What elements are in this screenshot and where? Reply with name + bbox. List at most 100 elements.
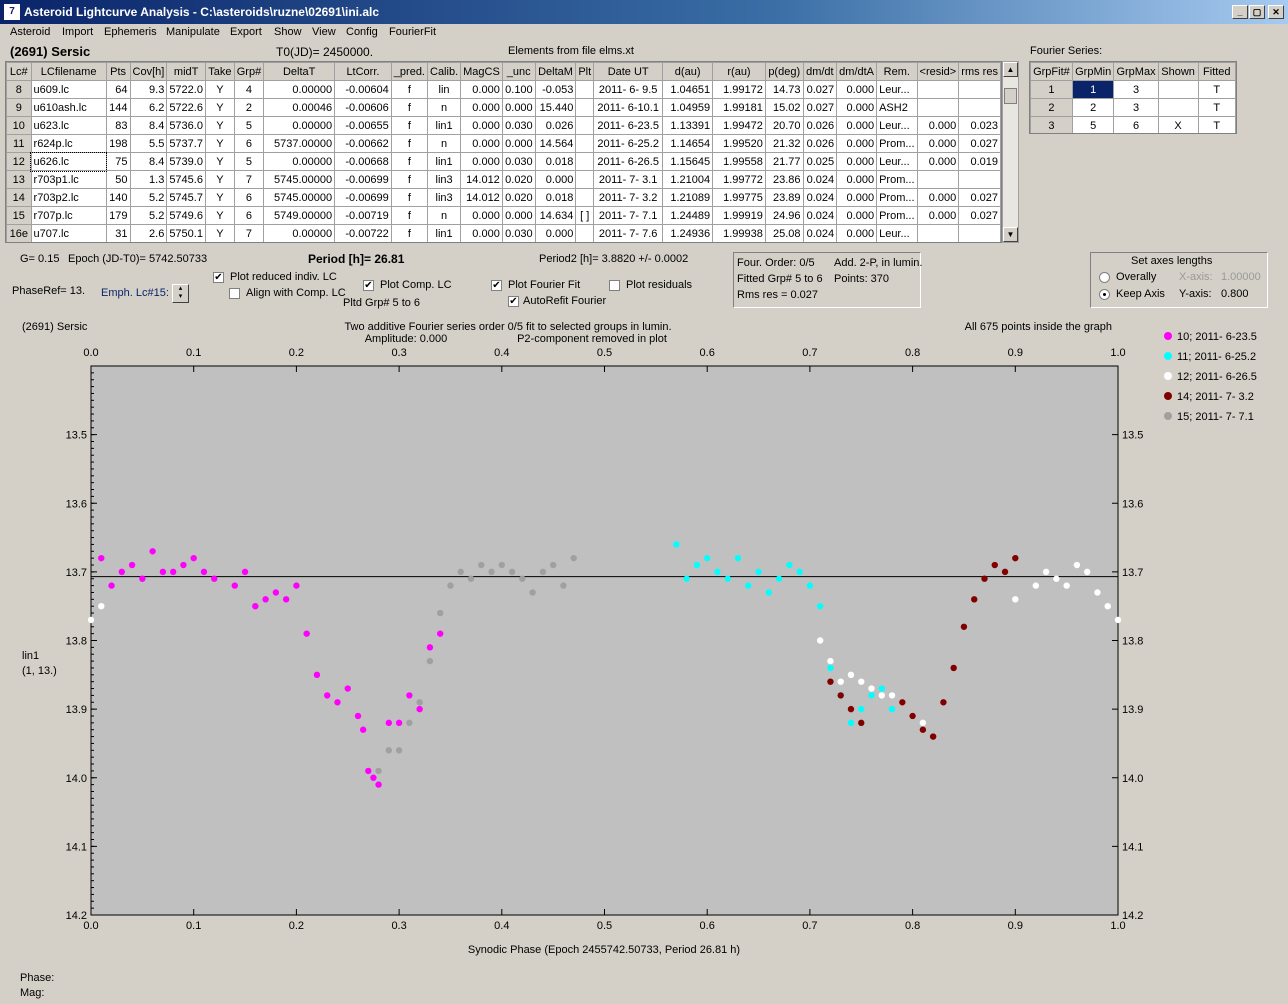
lc-col-header[interactable]: Take — [204, 62, 235, 81]
fourier-cell[interactable]: X — [1157, 116, 1199, 133]
lc-cell[interactable]: n — [426, 206, 462, 225]
lc-cell[interactable]: 21.77 — [764, 152, 804, 171]
lc-cell[interactable]: 6.2 — [129, 98, 168, 117]
lc-cell[interactable]: ASH2 — [876, 98, 918, 117]
lc-cell[interactable]: -0.00719 — [334, 206, 392, 225]
lc-cell[interactable]: Prom... — [876, 134, 918, 153]
lc-cell[interactable]: 1.21089 — [662, 188, 714, 207]
lc-cell[interactable]: -0.00662 — [334, 134, 392, 153]
menu-fourierfit[interactable]: FourierFit — [389, 26, 437, 38]
fourier-col-header[interactable]: Fitted — [1197, 62, 1236, 81]
lc-cell[interactable] — [575, 98, 595, 117]
lc-cell[interactable]: 0.000 — [916, 152, 960, 171]
lc-cell[interactable]: u609.lc — [30, 80, 107, 99]
lc-cell[interactable]: 75 — [105, 152, 131, 171]
lc-cell[interactable] — [958, 98, 1001, 117]
plot-comp-checkbox[interactable]: ✔ — [363, 280, 374, 291]
lc-cell[interactable] — [575, 224, 595, 242]
fourier-cell[interactable]: T — [1197, 116, 1236, 133]
lc-cell[interactable]: 198 — [105, 134, 131, 153]
fourier-col-header[interactable]: GrpFit# — [1030, 62, 1073, 81]
lc-cell[interactable]: f — [390, 134, 429, 153]
lc-cell[interactable]: Leur... — [876, 80, 918, 99]
lc-col-header[interactable]: DeltaM — [534, 62, 577, 81]
lc-row-number[interactable]: 14 — [6, 188, 32, 207]
lc-col-header[interactable]: MagCS — [460, 62, 503, 81]
lc-cell[interactable]: 0.000 — [836, 80, 878, 99]
lightcurve-chart[interactable]: 0.0 0.0 0.1 0.1 0.2 0.2 0.3 0.3 0.4 0.4 0.5 0.5 0.6 0… — [14, 312, 1276, 962]
lc-cell[interactable] — [916, 98, 960, 117]
lc-cell[interactable]: n — [426, 98, 462, 117]
lc-cell[interactable]: lin3 — [426, 188, 462, 207]
lc-col-header[interactable]: Date UT — [593, 62, 664, 81]
lc-cell[interactable]: 5722.6 — [166, 98, 206, 117]
lc-cell[interactable]: lin1 — [426, 152, 462, 171]
lc-cell[interactable]: n — [426, 134, 462, 153]
lc-cell[interactable]: 14.634 — [534, 206, 577, 225]
lc-cell[interactable] — [575, 134, 595, 153]
lc-cell[interactable]: 0.00046 — [263, 98, 336, 117]
lc-cell[interactable]: 83 — [105, 116, 131, 135]
lc-cell[interactable]: 2011- 7- 7.6 — [593, 224, 664, 242]
lc-cell[interactable]: 7 — [233, 224, 265, 242]
plot-residuals-checkbox[interactable] — [609, 280, 620, 291]
lc-cell[interactable]: 0.000 — [836, 152, 878, 171]
lc-col-header[interactable]: d(au) — [662, 62, 714, 81]
lc-cell[interactable]: 1.99919 — [712, 206, 766, 225]
autorefit-checkbox[interactable]: ✔ — [508, 296, 519, 307]
fourier-cell[interactable]: 6 — [1113, 116, 1159, 133]
lc-cell[interactable]: u623.lc — [30, 116, 107, 135]
lc-col-header[interactable]: DeltaT — [263, 62, 336, 81]
lc-cell[interactable]: 2011- 6-10.1 — [593, 98, 664, 117]
lc-cell[interactable]: 0.100 — [501, 80, 536, 99]
lc-cell[interactable]: 0.00000 — [263, 116, 336, 135]
lc-cell[interactable]: 179 — [105, 206, 131, 225]
lc-cell[interactable]: 140 — [105, 188, 131, 207]
lc-cell[interactable]: f — [390, 80, 429, 99]
lc-row-number[interactable]: 8 — [6, 80, 32, 99]
lc-cell[interactable]: 2011- 7- 7.1 — [593, 206, 664, 225]
scroll-thumb[interactable] — [1004, 88, 1017, 104]
lc-cell[interactable]: 15.440 — [534, 98, 577, 117]
lc-row-number[interactable]: 15 — [6, 206, 32, 225]
lc-cell[interactable]: 0.000 — [460, 80, 503, 99]
lightcurve-graph[interactable]: 0.0 0.0 0.1 0.1 0.2 0.2 0.3 0.3 0.4 0.4 0.5 0.5 0.6 0… — [14, 312, 1276, 962]
lc-cell[interactable]: 0.000 — [501, 98, 536, 117]
lc-col-header[interactable]: Plt — [575, 62, 595, 81]
lc-cell[interactable]: 14.564 — [534, 134, 577, 153]
lc-cell[interactable]: 1.99181 — [712, 98, 766, 117]
lc-col-header[interactable]: LtCorr. — [334, 62, 392, 81]
lc-cell[interactable]: 0.000 — [836, 116, 878, 135]
fourier-cell[interactable]: T — [1197, 80, 1236, 99]
lc-cell[interactable]: lin — [426, 80, 462, 99]
lc-cell[interactable]: 2011- 6-26.5 — [593, 152, 664, 171]
lc-cell[interactable]: 6 — [233, 134, 265, 153]
lc-row-number[interactable]: 16e — [6, 224, 32, 242]
lc-cell[interactable]: 5745.6 — [166, 170, 206, 189]
lc-cell[interactable]: Leur... — [876, 152, 918, 171]
lc-cell[interactable]: 0.000 — [836, 134, 878, 153]
lc-cell[interactable]: r707p.lc — [30, 206, 107, 225]
lc-cell[interactable]: 0.000 — [916, 116, 960, 135]
lc-cell[interactable]: -0.00699 — [334, 188, 392, 207]
lc-cell[interactable] — [916, 170, 960, 189]
lc-cell[interactable]: Prom... — [876, 170, 918, 189]
lc-cell[interactable]: r624p.lc — [30, 134, 107, 153]
plot-reduced-checkbox[interactable]: ✔ — [213, 272, 224, 283]
lc-cell[interactable]: 1.99520 — [712, 134, 766, 153]
lc-cell[interactable]: u626.lc — [30, 151, 108, 172]
x-axis-value[interactable]: 1.00000 — [1221, 271, 1261, 283]
lc-cell[interactable]: Leur... — [876, 224, 918, 242]
lc-cell[interactable]: 2011- 6- 9.5 — [593, 80, 664, 99]
lc-cell[interactable]: 0.000 — [460, 116, 503, 135]
plot-fourier-checkbox[interactable]: ✔ — [491, 280, 502, 291]
lc-table-row[interactable]: 10 u623.lc 83 8.4 5736.0 Y 5 0.00000 -0.00655 f li… — [6, 116, 1001, 135]
lc-cell[interactable]: 1.15645 — [662, 152, 714, 171]
lc-cell[interactable]: 6 — [233, 206, 265, 225]
lc-col-header[interactable]: _pred. — [390, 62, 429, 81]
lc-cell[interactable]: 0.000 — [460, 224, 503, 242]
lc-cell[interactable]: r703p1.lc — [30, 170, 107, 189]
lc-cell[interactable]: 8.4 — [129, 152, 168, 171]
